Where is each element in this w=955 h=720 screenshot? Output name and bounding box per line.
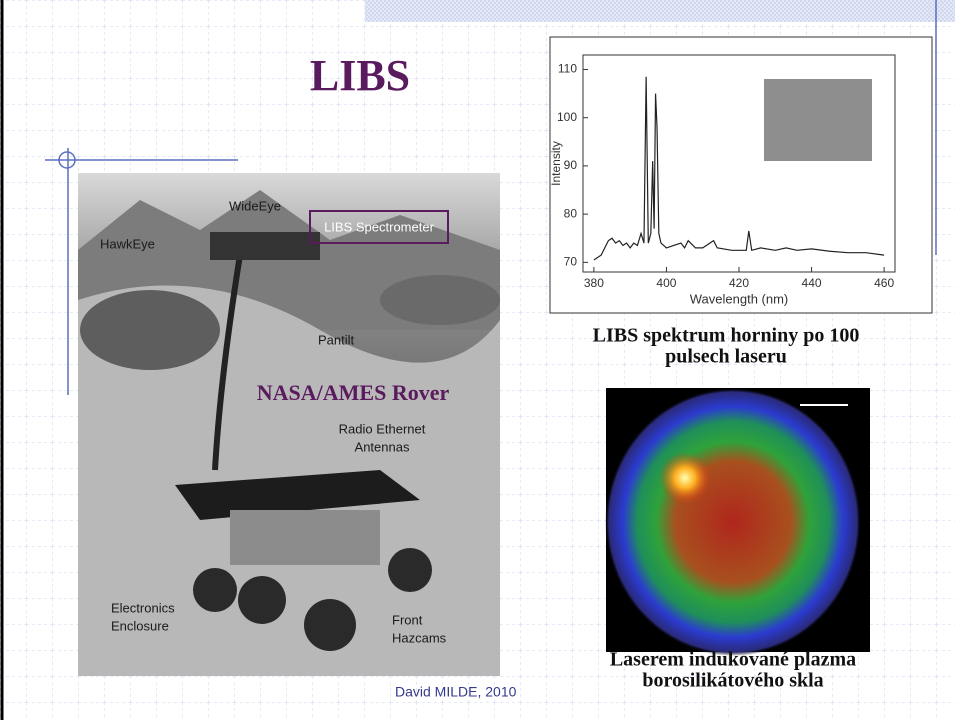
photo-label: Enclosure: [111, 618, 169, 633]
photo-label: WideEye: [229, 198, 281, 213]
photo-label: Radio Ethernet: [339, 421, 426, 436]
caption: borosilikátového skla: [642, 670, 823, 692]
x-tick-label: 380: [584, 276, 604, 290]
x-tick-label: 420: [729, 276, 749, 290]
y-tick-label: 110: [558, 62, 577, 76]
photo-label: Antennas: [355, 439, 410, 454]
x-tick-label: 440: [802, 276, 822, 290]
y-axis-label: Intensity: [549, 141, 563, 186]
photo-label: Pantilt: [318, 332, 355, 347]
caption: Laserem indukované plazma: [610, 649, 856, 671]
plasma-image: [605, 388, 870, 656]
y-tick-label: 80: [564, 206, 578, 220]
rover-title: NASA/AMES Rover: [257, 380, 450, 405]
photo-label: Front: [392, 612, 423, 627]
photo-label: HawkEye: [100, 236, 155, 251]
top-band: [365, 0, 955, 22]
y-tick-label: 100: [557, 110, 577, 124]
slide-title: LIBS: [310, 51, 410, 100]
photo-label: Hazcams: [392, 630, 447, 645]
footer: David MILDE, 2010: [395, 684, 517, 700]
y-tick-label: 70: [564, 255, 578, 269]
x-tick-label: 460: [874, 276, 894, 290]
x-tick-label: 400: [656, 276, 676, 290]
photo-label: LIBS Spectrometer: [324, 219, 434, 234]
caption: LIBS spektrum horniny po 100: [593, 325, 860, 347]
caption: pulsech laseru: [665, 346, 787, 368]
inset-image: [764, 79, 872, 161]
slide: LIBS WideEye HawkEye LIBS Spectrometer Pant…: [0, 0, 955, 720]
photo-label: Electronics: [111, 600, 175, 615]
x-axis-label: Wavelength (nm): [690, 291, 789, 306]
y-tick-label: 90: [564, 158, 578, 172]
